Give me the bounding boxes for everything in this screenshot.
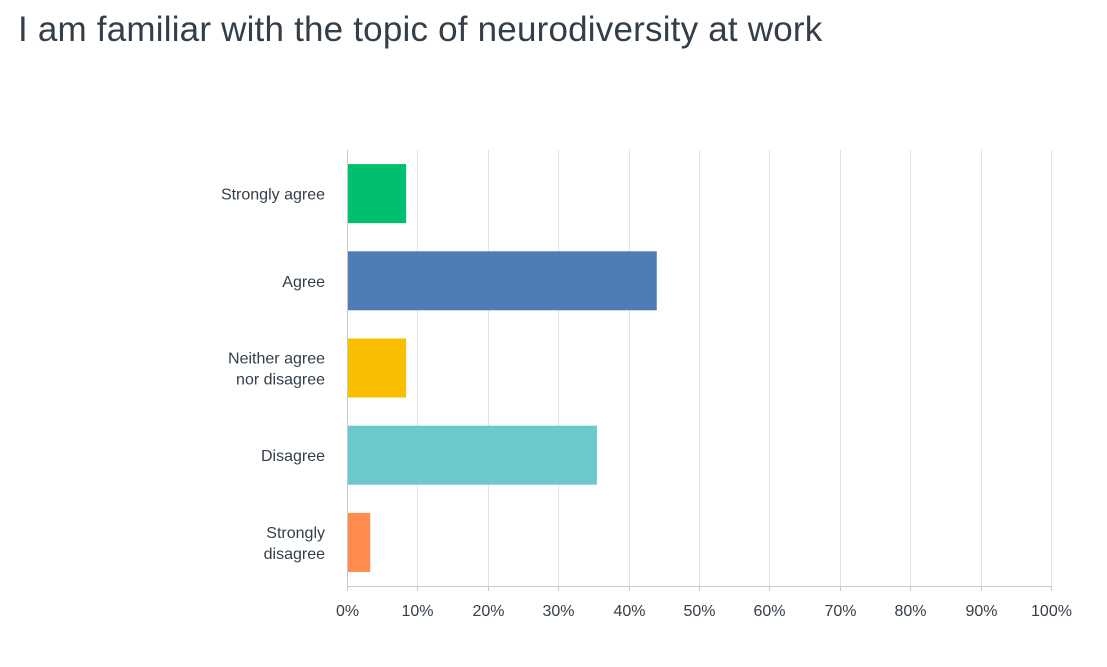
x-tick-label: 50% xyxy=(683,603,715,620)
category-label: Strongly agree xyxy=(221,187,325,204)
x-tick-label: 10% xyxy=(401,603,433,620)
x-tick-label: 100% xyxy=(1031,603,1072,620)
x-tick-label: 20% xyxy=(472,603,504,620)
grid-lines xyxy=(417,150,1052,586)
x-tick-label: 40% xyxy=(613,603,645,620)
category-labels: Strongly agree Agree Neither agree nor disa… xyxy=(221,187,325,563)
x-tick-labels: 0% 10% 20% 30% 40% 50% 60% 70% 80% 90% 100% xyxy=(336,603,1072,620)
x-tick-label: 30% xyxy=(542,603,574,620)
bar xyxy=(348,251,657,311)
x-tick-label: 0% xyxy=(336,603,359,620)
bar xyxy=(348,425,597,485)
bar xyxy=(348,164,407,224)
bars xyxy=(348,164,657,572)
axes xyxy=(347,150,1052,591)
category-label: Agree xyxy=(282,274,325,291)
category-label: Neither agree nor disagree xyxy=(228,351,325,389)
x-tick-label: 80% xyxy=(894,603,926,620)
x-tick-label: 90% xyxy=(965,603,997,620)
category-label: Disagree xyxy=(261,448,325,465)
x-tick-label: 70% xyxy=(824,603,856,620)
x-tick-label: 60% xyxy=(753,603,785,620)
page-title: I am familiar with the topic of neurodiv… xyxy=(18,10,823,49)
bar xyxy=(348,338,407,398)
category-label: Strongly disagree xyxy=(264,525,325,563)
bar xyxy=(348,512,371,572)
